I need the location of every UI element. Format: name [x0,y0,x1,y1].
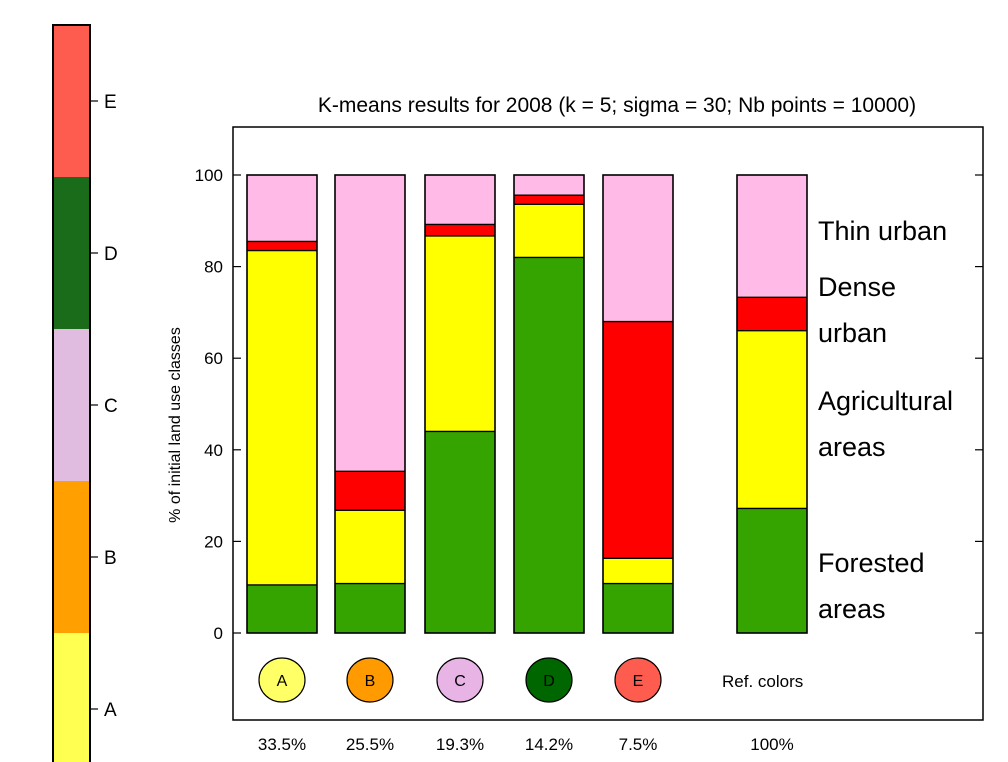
plot-frame [232,126,984,721]
legend-label: Agricultural [818,386,953,416]
colorbar-label: B [104,548,117,569]
x-tick-label: 7.5% [619,735,658,754]
bar-segment-forested-areas [603,583,673,633]
bar-outline [513,174,585,634]
colorbar-segment-c [53,329,90,481]
ref-color-label: B [365,673,376,690]
ref-color-label: E [633,673,644,690]
bar-segment-thin-urban [247,175,317,242]
bar-segment-forested-areas [247,584,317,633]
colorbar-label: A [104,700,117,721]
bar-segment-dense-urban [603,321,673,559]
colorbar-frame [52,24,91,762]
bar-outline [602,174,674,634]
bar-segment-agricultural-areas [514,204,584,258]
legend-label: Dense [818,272,896,302]
ref-colors-label: Ref. colors [722,672,803,691]
bar-group [513,174,585,634]
x-axis-ticks: 33.5% 25.5% 19.3% 14.2% 7.5% 100% [258,735,794,754]
bar-segment-agricultural-areas [247,250,317,585]
y-tick-label: 0 [214,624,223,643]
bar-group [736,174,808,634]
colorbar-label: C [104,396,118,417]
colorbar-segment-e [53,25,90,177]
bar-segment-forested-areas [514,257,584,633]
bar-segment-thin-urban [514,175,584,196]
bar-segment-forested-areas [737,508,807,633]
bar-group [424,174,496,634]
ref-color-circle-a [258,657,306,703]
bar-groups [246,174,808,634]
y-axis-ticks: 0 20 40 60 80 100 [195,166,983,643]
bar-group [334,174,406,634]
legend-label: areas [818,594,886,624]
colorbar-label: E [104,92,117,113]
bar-group [602,174,674,634]
colorbar-segment-b [53,481,90,633]
bar-outline [736,174,808,634]
bar-segment-dense-urban [425,224,495,236]
bar-segment-dense-urban [247,241,317,251]
y-tick-label: 20 [204,532,223,551]
colorbar-segment-a [53,633,90,762]
bar-outline [246,174,318,634]
ref-color-label: D [543,673,555,690]
bar-segment-thin-urban [603,175,673,322]
legend-label: areas [818,432,886,462]
bar-segment-forested-areas [425,431,495,633]
bar-segment-thin-urban [425,175,495,225]
plot-area: K-means results for 2008 (k = 5; sigma =… [167,94,984,754]
legend-label: Thin urban [818,216,947,246]
legend-label: urban [818,318,887,348]
bar-segment-thin-urban [335,175,405,472]
legend-labels: Thin urban Dense urban Agricultural areas For… [818,216,953,624]
y-tick-label: 60 [204,349,223,368]
y-axis-label: % of initial land use classes [167,327,184,523]
bar-group [246,174,318,634]
bar-segment-agricultural-areas [603,558,673,584]
ref-color-label: C [454,673,466,690]
x-tick-label: 14.2% [525,735,573,754]
y-tick-label: 40 [204,441,223,460]
bar-segment-agricultural-areas [737,330,807,509]
ref-color-label: A [277,673,288,690]
colorbar-label: D [104,244,118,265]
bar-outline [334,174,406,634]
ref-color-circle-b [346,657,394,703]
ref-color-circle-c [436,657,484,703]
colorbar: E D C B A [52,24,118,762]
y-tick-label: 100 [195,166,223,185]
bar-segment-dense-urban [514,195,584,205]
bar-segment-agricultural-areas [425,235,495,432]
bar-segment-thin-urban [737,175,807,298]
bar-outline [424,174,496,634]
ref-color-circle-e [614,657,662,703]
bar-segment-dense-urban [335,471,405,511]
bar-segment-forested-areas [335,583,405,633]
colorbar-segment-d [53,177,90,329]
ref-color-circle-d [525,657,573,703]
x-tick-label: 100% [750,735,793,754]
bar-segment-dense-urban [737,297,807,331]
chart-title: K-means results for 2008 (k = 5; sigma =… [318,94,916,117]
ref-colors: A B C D E [258,657,662,703]
x-tick-label: 19.3% [436,735,484,754]
bar-segment-agricultural-areas [335,510,405,584]
legend-label: Forested [818,548,925,578]
x-tick-label: 25.5% [346,735,394,754]
x-tick-label: 33.5% [258,735,306,754]
y-tick-label: 80 [204,258,223,277]
